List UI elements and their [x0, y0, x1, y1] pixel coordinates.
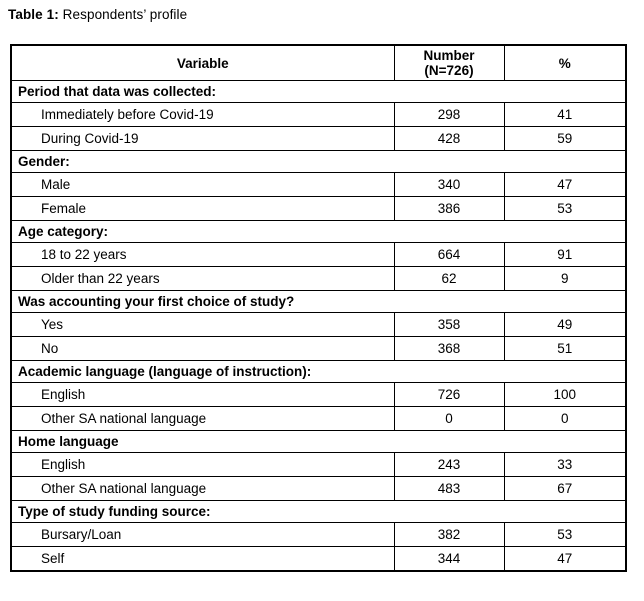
- row-percent: 47: [503, 546, 627, 571]
- row-number: 382: [393, 522, 505, 547]
- row-percent: 51: [503, 336, 627, 361]
- row-number: 386: [393, 196, 505, 221]
- row-percent: 91: [503, 242, 627, 267]
- table-caption-text: Respondents’ profile: [58, 7, 188, 22]
- row-number: 726: [393, 382, 505, 407]
- header-row: Variable Number (N=726) %: [10, 44, 627, 81]
- row-label: Other SA national language: [10, 406, 395, 431]
- section-title: Period that data was collected:: [10, 80, 627, 103]
- table-body: Period that data was collected: Immediate…: [10, 80, 627, 571]
- col-header-number: Number (N=726): [393, 44, 505, 81]
- table-row: Older than 22 years 62 9: [10, 266, 627, 291]
- section-row: Home language: [10, 430, 627, 453]
- col-header-number-line2: (N=726): [424, 63, 474, 78]
- row-label: Bursary/Loan: [10, 522, 395, 547]
- section-row: Was accounting your first choice of stud…: [10, 290, 627, 313]
- table-row: English 726 100: [10, 382, 627, 407]
- row-percent: 47: [503, 172, 627, 197]
- section-title: Home language: [10, 430, 627, 453]
- table-row: English 243 33: [10, 452, 627, 477]
- row-number: 0: [393, 406, 505, 431]
- section-row: Period that data was collected:: [10, 80, 627, 103]
- table-caption: Table 1: Respondents’ profile: [8, 7, 644, 23]
- section-row: Age category:: [10, 220, 627, 243]
- table-row: Self 344 47: [10, 546, 627, 571]
- section-row: Type of study funding source:: [10, 500, 627, 523]
- table-row: 18 to 22 years 664 91: [10, 242, 627, 267]
- row-label: Yes: [10, 312, 395, 337]
- section-title: Age category:: [10, 220, 627, 243]
- row-percent: 67: [503, 476, 627, 501]
- row-percent: 100: [503, 382, 627, 407]
- row-label: Male: [10, 172, 395, 197]
- row-number: 483: [393, 476, 505, 501]
- table-row: No 368 51: [10, 336, 627, 361]
- row-percent: 0: [503, 406, 627, 431]
- table-row: Immediately before Covid-19 298 41: [10, 102, 627, 127]
- row-label: 18 to 22 years: [10, 242, 395, 267]
- col-header-percent: %: [503, 44, 627, 81]
- row-number: 62: [393, 266, 505, 291]
- table-caption-label: Table 1:: [8, 7, 59, 22]
- row-label: Self: [10, 546, 395, 571]
- section-title: Was accounting your first choice of stud…: [10, 290, 627, 313]
- table-row: Other SA national language 483 67: [10, 476, 627, 501]
- row-number: 428: [393, 126, 505, 151]
- row-label: During Covid-19: [10, 126, 395, 151]
- row-label: No: [10, 336, 395, 361]
- row-percent: 41: [503, 102, 627, 127]
- table-row: Bursary/Loan 382 53: [10, 522, 627, 547]
- row-number: 358: [393, 312, 505, 337]
- row-percent: 53: [503, 196, 627, 221]
- row-label: Immediately before Covid-19: [10, 102, 395, 127]
- row-number: 340: [393, 172, 505, 197]
- section-title: Academic language (language of instructi…: [10, 360, 627, 383]
- table-row: During Covid-19 428 59: [10, 126, 627, 151]
- section-title: Type of study funding source:: [10, 500, 627, 523]
- row-number: 344: [393, 546, 505, 571]
- row-percent: 59: [503, 126, 627, 151]
- row-number: 664: [393, 242, 505, 267]
- respondents-profile-table: Variable Number (N=726) % Period that da…: [10, 44, 627, 572]
- row-percent: 49: [503, 312, 627, 337]
- col-header-variable: Variable: [10, 44, 395, 81]
- row-number: 368: [393, 336, 505, 361]
- col-header-number-line1: Number: [423, 48, 475, 63]
- row-percent: 33: [503, 452, 627, 477]
- row-percent: 53: [503, 522, 627, 547]
- row-number: 243: [393, 452, 505, 477]
- table-row: Female 386 53: [10, 196, 627, 221]
- row-label: Older than 22 years: [10, 266, 395, 291]
- row-percent: 9: [503, 266, 627, 291]
- row-label: Other SA national language: [10, 476, 395, 501]
- row-label: Female: [10, 196, 395, 221]
- row-number: 298: [393, 102, 505, 127]
- row-label: English: [10, 382, 395, 407]
- section-row: Academic language (language of instructi…: [10, 360, 627, 383]
- table-row: Yes 358 49: [10, 312, 627, 337]
- table-row: Other SA national language 0 0: [10, 406, 627, 431]
- row-label: English: [10, 452, 395, 477]
- table-row: Male 340 47: [10, 172, 627, 197]
- section-title: Gender:: [10, 150, 627, 173]
- section-row: Gender:: [10, 150, 627, 173]
